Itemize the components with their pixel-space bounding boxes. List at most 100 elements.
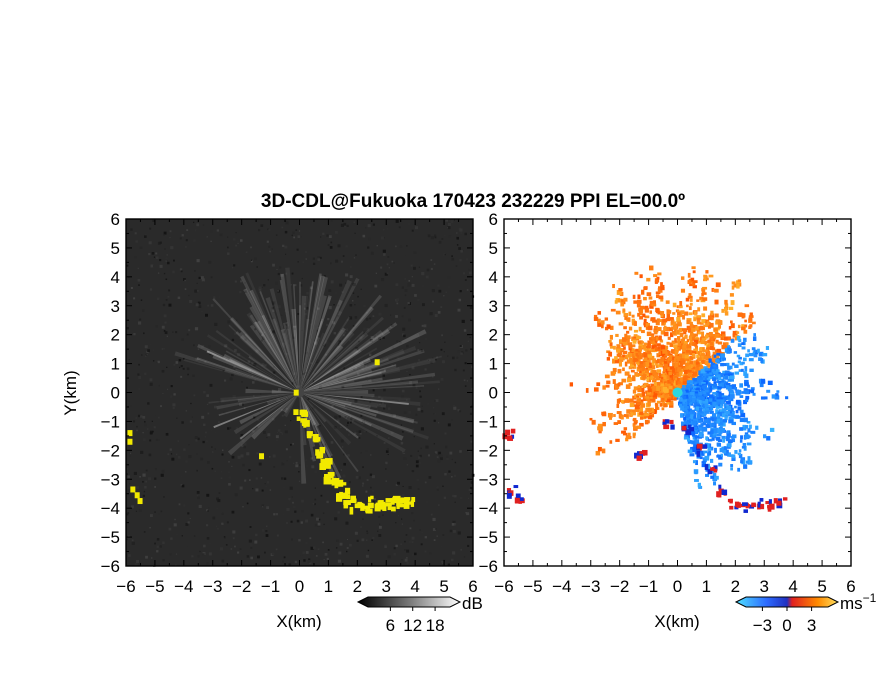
velocity-edge-cell — [510, 428, 516, 434]
noise-speck — [286, 408, 288, 410]
noise-speck — [201, 358, 204, 361]
velocity-cell — [679, 312, 683, 318]
noise-speck — [466, 380, 468, 382]
noise-speck — [211, 446, 213, 448]
velocity-cell — [741, 326, 746, 331]
velocity-cell — [658, 286, 663, 289]
noise-speck — [208, 260, 212, 264]
noise-speck — [362, 466, 364, 469]
velocity-cell — [614, 300, 618, 304]
noise-speck — [418, 359, 420, 361]
noise-speck — [205, 524, 209, 527]
noise-speck — [268, 455, 271, 458]
velocity-cell — [671, 359, 676, 363]
velocity-cell — [722, 342, 728, 348]
velocity-cell — [596, 382, 601, 386]
velocity-cell — [694, 337, 700, 342]
noise-speck — [377, 530, 379, 532]
noise-speck — [170, 453, 173, 455]
noise-speck — [207, 304, 210, 307]
velocity-cell — [684, 354, 689, 359]
velocity-cell — [737, 312, 743, 317]
velocity-edge-cell — [773, 498, 778, 504]
noise-speck — [453, 522, 457, 526]
velocity-cell — [643, 362, 647, 367]
noise-speck — [298, 539, 301, 542]
velocity-cell — [699, 456, 703, 460]
velocity-cell — [705, 392, 710, 396]
noise-speck — [142, 438, 146, 442]
velocity-cell — [647, 358, 651, 363]
noise-speck — [246, 328, 248, 330]
noise-speck — [276, 398, 280, 402]
velocity-cell — [712, 377, 717, 382]
noise-speck — [263, 363, 267, 367]
noise-speck — [388, 437, 390, 439]
noise-speck — [338, 340, 341, 343]
noise-speck — [433, 443, 435, 445]
noise-speck — [140, 354, 143, 356]
noise-speck — [292, 313, 295, 315]
velocity-cell — [632, 294, 636, 299]
noise-speck — [268, 248, 270, 250]
velocity-cell — [616, 403, 620, 408]
noise-speck — [327, 244, 330, 247]
velocity-colorbar-label: −3 — [753, 616, 772, 635]
velocity-cell — [678, 344, 683, 350]
noise-speck — [435, 359, 437, 361]
velocity-cell — [714, 447, 717, 453]
noise-speck — [372, 490, 374, 492]
reflectivity-ray — [249, 324, 300, 393]
velocity-cell — [617, 351, 623, 356]
noise-speck — [262, 431, 266, 434]
velocity-ytick-label: 3 — [489, 297, 498, 316]
velocity-xtick-label: 2 — [731, 577, 740, 596]
noise-speck — [302, 373, 305, 375]
noise-speck — [302, 551, 305, 554]
velocity-cell — [659, 374, 664, 377]
noise-speck — [409, 540, 412, 544]
noise-speck — [193, 394, 196, 397]
flagged-echo-cell — [343, 502, 349, 509]
noise-speck — [248, 338, 251, 341]
noise-speck — [163, 330, 166, 332]
reflectivity-ray — [218, 392, 300, 417]
noise-speck — [293, 382, 297, 386]
noise-speck — [419, 342, 421, 344]
noise-speck — [406, 561, 409, 565]
noise-speck — [371, 475, 375, 479]
noise-speck — [254, 328, 257, 331]
noise-speck — [442, 534, 445, 537]
noise-speck — [323, 523, 325, 526]
velocity-cell — [685, 405, 689, 409]
velocity-cell — [672, 362, 676, 368]
noise-speck — [407, 283, 411, 287]
noise-speck — [138, 508, 142, 512]
velocity-cell — [648, 397, 651, 401]
reflectivity-ray — [299, 392, 414, 433]
reflectivity-ray — [261, 314, 300, 393]
reflectivity-ray — [299, 376, 348, 393]
noise-speck — [159, 545, 162, 548]
noise-speck — [436, 486, 439, 489]
noise-speck — [417, 407, 421, 411]
noise-speck — [409, 373, 411, 376]
noise-speck — [460, 352, 463, 355]
noise-speck — [421, 531, 423, 534]
noise-speck — [206, 403, 209, 406]
noise-speck — [420, 447, 422, 450]
velocity-cell — [739, 383, 744, 388]
noise-speck — [385, 461, 388, 465]
velocity-cell — [745, 395, 750, 400]
noise-speck — [242, 463, 245, 467]
velocity-cell — [641, 329, 645, 334]
flagged-echo-cell — [403, 501, 410, 509]
noise-speck — [453, 474, 457, 477]
reflectivity-ray — [237, 392, 300, 403]
noise-speck — [167, 295, 170, 298]
noise-speck — [126, 513, 129, 516]
noise-speck — [451, 458, 453, 461]
velocity-cell — [766, 436, 771, 441]
noise-speck — [454, 461, 457, 464]
velocity-cell — [741, 361, 745, 365]
